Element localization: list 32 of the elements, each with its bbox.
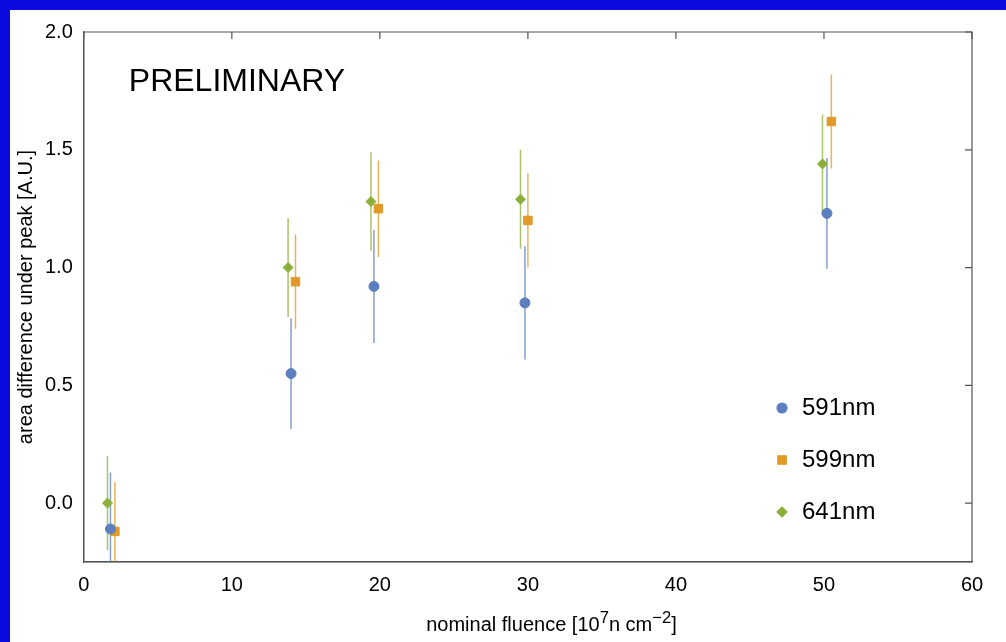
point [816, 158, 828, 170]
y-axis-title: area difference under peak [A.U.] [13, 149, 36, 445]
x-tick-label: 10 [220, 572, 243, 595]
y-tick-label: 2.0 [44, 19, 73, 42]
y-tick-label: 1.5 [44, 137, 73, 160]
y-tick-label: 0.5 [44, 372, 73, 395]
legend-label: 591nm [802, 392, 876, 420]
annotation: PRELIMINARY [128, 61, 346, 98]
x-tick-label: 20 [368, 572, 391, 595]
x-tick-label: 40 [664, 572, 688, 595]
x-tick-label: 0 [78, 572, 90, 595]
point [101, 497, 113, 509]
legend-label: 599nm [802, 444, 876, 472]
point [821, 207, 833, 219]
x-tick-label: 30 [516, 572, 540, 595]
point [368, 280, 380, 292]
y-tick-label: 1.0 [44, 255, 73, 278]
point [826, 116, 837, 127]
point [373, 203, 384, 214]
x-tick-label: 60 [960, 572, 984, 595]
point [285, 368, 297, 380]
point [290, 276, 301, 287]
y-tick-label: 0.0 [44, 490, 73, 513]
x-axis-title: nominal fluence [10$^{7}$n cm$^{−2}$] [425, 608, 678, 636]
point [104, 523, 116, 535]
legend-label: 641nm [802, 496, 876, 524]
point [519, 297, 531, 309]
x-tick-label: 50 [812, 572, 836, 595]
point [523, 215, 533, 226]
point [282, 262, 294, 274]
point [365, 196, 377, 208]
point [515, 193, 526, 205]
